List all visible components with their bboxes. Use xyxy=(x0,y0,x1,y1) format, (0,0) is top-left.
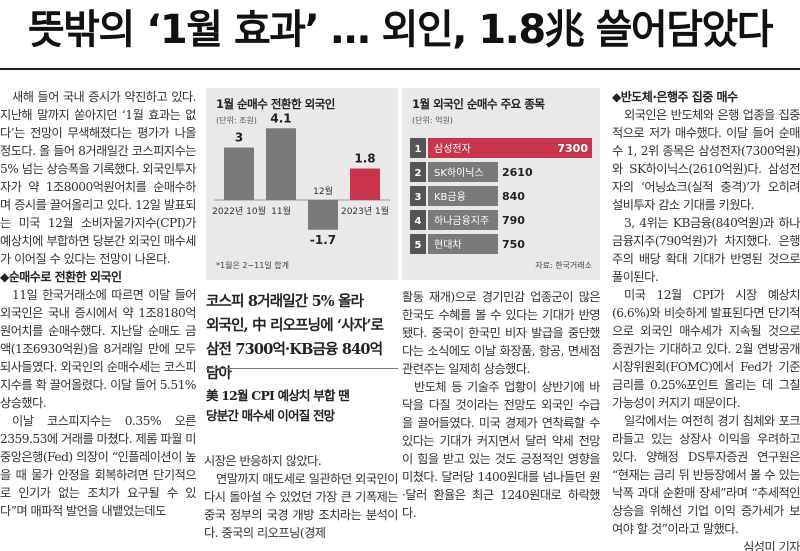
paragraph: 11일 한국거래소에 따르면 이달 들어 외국인은 국내 증시에서 약 1조81… xyxy=(0,288,197,410)
chart2-value-label: 790 xyxy=(502,214,525,227)
article-column-1: 새해 들어 국내 증시가 약진하고 있다. 지난해 말까지 쏟아지던 ‘1월 효… xyxy=(0,88,197,520)
deck-line: 외국인, 中 리오프닝에 ‘사자’로 xyxy=(206,317,384,334)
chart1-value-label: 3 xyxy=(235,131,243,145)
deck-line: 美 12월 CPI 예상치 부합 땐 xyxy=(206,388,350,403)
chart2-rank-box xyxy=(410,186,426,206)
paragraph: 새해 들어 국내 증시가 약진하고 있다. 지난해 말까지 쏟아지던 ‘1월 효… xyxy=(0,90,197,266)
paragraph: 활동 재개)으로 경기민감 업종군이 많은 한국도 수혜를 볼 수 있다는 기대… xyxy=(402,290,601,376)
chart-unit: (단위: 조원) xyxy=(216,116,257,125)
paragraph: 3, 4위는 KB금융(840억원)과 하나금융지주(790억원)가 차지했다.… xyxy=(612,216,800,284)
chart2-category-label: KB금융 xyxy=(434,191,466,203)
deck-line: 삼전 7300억·KB금융 840억 담아 xyxy=(206,341,383,382)
byline: 심성미 기자 xyxy=(743,540,800,551)
chart2-plot: 1 삼성전자 7300 2 SK하이닉스 2610 3 KB금융 840 4 하나금융지주 790 5 현… xyxy=(410,138,592,254)
chart2-rank: 5 xyxy=(415,240,422,251)
chart1-bar xyxy=(350,168,380,200)
deck-headline-sub: 美 12월 CPI 예상치 부합 땐 당분간 매수세 이어질 전망 xyxy=(206,386,398,426)
headline-rule xyxy=(0,68,800,70)
chart1-category-label: 2022년 10월 xyxy=(212,205,266,217)
chart2-bar xyxy=(428,210,498,230)
paragraph: 시장은 반응하지 않았다. xyxy=(204,454,322,468)
deck-headline-main: 코스피 8거래일간 5% 올라 외국인, 中 리오프닝에 ‘사자’로 삼전 73… xyxy=(206,290,398,386)
chart2-rank: 2 xyxy=(415,168,422,179)
chart2-category-label: 하나금융지주 xyxy=(434,214,489,227)
chart2-value-label: 7300 xyxy=(557,142,588,155)
chart2-bar xyxy=(428,234,498,254)
chart2-category-label: SK하이닉스 xyxy=(434,166,484,179)
headline: 뜻밖의 ‘1월 효과’ … 외인, 1.8兆 쓸어담았다 xyxy=(27,7,774,53)
chart2-category-label: 삼성전자 xyxy=(434,143,471,155)
chart1-bar xyxy=(266,128,296,200)
paragraph: 일각에서는 여전히 경기 침체와 포크라들고 있는 상장사 이익을 우려하고 있… xyxy=(612,414,800,536)
deck-line: 코스피 8거래일간 5% 올라 xyxy=(206,293,364,310)
chart2-bar xyxy=(428,186,498,206)
article-column-2: 시장은 반응하지 않았다. 연말까지 매도세로 일관하던 외국인이 다시 돌아설… xyxy=(204,452,399,542)
paragraph: 이날 코스피지수는 0.35% 오른 2359.53에 거래를 마쳤다. 제롬 … xyxy=(0,414,197,518)
chart1-bar xyxy=(308,200,338,230)
chart2-category-label: 현대차 xyxy=(434,239,462,251)
chart1-category-label: 11월 xyxy=(271,205,291,217)
paragraph: 반도체 등 기술주 업황이 상반기에 바닥을 다질 것이라는 전망도 외국인 수… xyxy=(402,380,601,520)
chart1-value-label: 4.1 xyxy=(270,111,291,125)
chart2-value-label: 750 xyxy=(502,238,525,251)
chart1-category-label: 12월 xyxy=(313,185,333,197)
deck-line: 당분간 매수세 이어질 전망 xyxy=(206,408,335,423)
article-column-3: 활동 재개)으로 경기민감 업종군이 많은 한국도 수혜를 볼 수 있다는 기대… xyxy=(402,288,601,522)
chart1-plot: 3 2022년 10월 4.1 11월 -1.7 12월 1.8 2023년 1월 xyxy=(212,111,390,247)
paragraph: 외국인은 반도체와 은행 업종을 집중적으로 저가 매수했다. 이달 들어 순매… xyxy=(612,108,800,212)
chart-top-stocks: 1월 외국인 순매수 주요 종목 (단위: 억원) 1 삼성전자 7300 2 SK하이… xyxy=(402,88,600,280)
chart2-value-label: 840 xyxy=(502,190,525,203)
paragraph: 연말까지 매도세로 일관하던 외국인이 다시 돌아설 수 있었던 가장 큰 기폭… xyxy=(204,472,399,540)
chart2-rank: 1 xyxy=(415,144,422,155)
chart2-bar xyxy=(428,138,592,158)
chart2-rank-box xyxy=(410,234,426,254)
paragraph: 미국 12월 CPI가 시장 예상치(6.6%)와 비슷하게 발표된다면 단기적… xyxy=(612,288,800,410)
chart1-bar xyxy=(224,147,254,200)
chart2-rank-box xyxy=(410,210,426,230)
chart1-category-label: 2023년 1월 xyxy=(341,205,389,217)
subheading: ◆순매수로 전환한 외국인 xyxy=(0,270,122,284)
chart-source: 자료: 한국거래소 xyxy=(535,261,592,270)
chart-title: 1월 순매수 전환한 외국인 xyxy=(216,97,335,111)
chart2-rank: 3 xyxy=(415,192,422,203)
deck-rule xyxy=(206,368,398,369)
chart-title: 1월 외국인 순매수 주요 종목 xyxy=(412,97,545,111)
chart2-bar xyxy=(428,162,498,182)
chart1-value-label: 1.8 xyxy=(354,152,375,166)
chart2-rank-box xyxy=(410,138,426,158)
chart2-rank-box xyxy=(410,162,426,182)
chart-unit: (단위: 억원) xyxy=(412,116,453,125)
article-column-4: ◆반도체·은행주 집중 매수 외국인은 반도체와 은행 업종을 집중적으로 저가… xyxy=(612,88,800,551)
subheading: ◆반도체·은행주 집중 매수 xyxy=(612,90,738,104)
chart2-rank: 4 xyxy=(415,216,422,227)
chart2-value-label: 2610 xyxy=(502,166,533,179)
chart-note: *1월은 2~11일 합계 xyxy=(216,261,289,270)
chart1-value-label: -1.7 xyxy=(310,233,336,247)
chart-foreign-net-buy-monthly: 1월 순매수 전환한 외국인 (단위: 조원) 3 2022년 10월 4.1 11월… xyxy=(206,88,398,280)
